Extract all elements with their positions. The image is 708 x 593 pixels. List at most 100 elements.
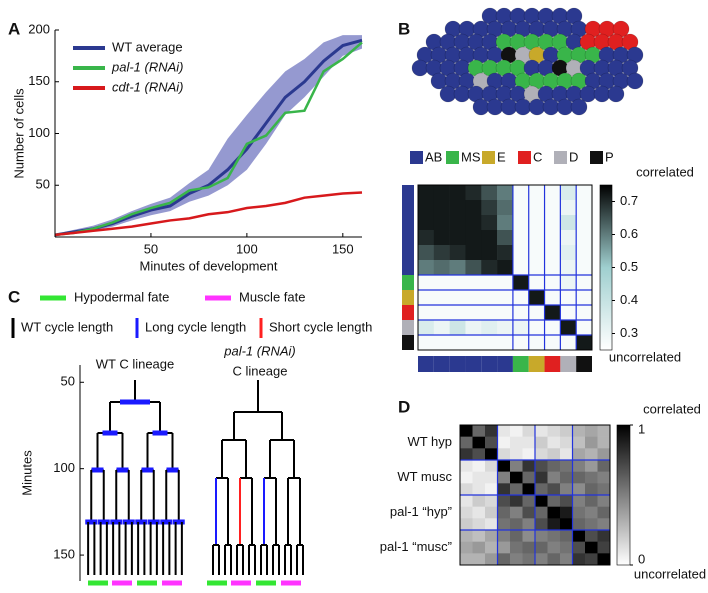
heat-cell: [481, 215, 498, 231]
heat-cell: [560, 215, 577, 231]
group-bar: [402, 335, 414, 350]
heat-cell: [485, 471, 498, 484]
heat-cell: [560, 335, 577, 351]
heat-cell: [497, 553, 511, 566]
heat-cell: [576, 260, 593, 276]
heat-cell: [497, 530, 511, 542]
x-tick-label: 50: [144, 241, 158, 256]
row-label: pal-1 “hyp”: [390, 504, 452, 519]
heat-cell: [481, 230, 498, 246]
heat-cell: [449, 245, 466, 261]
cell-sphere: [542, 98, 560, 116]
heat-cell: [460, 483, 473, 496]
series-line: [54, 191, 363, 237]
heat-cell: [560, 541, 573, 554]
cycle-marker: [172, 519, 185, 525]
heat-cell: [528, 305, 545, 321]
heat-cell: [572, 506, 586, 519]
cell-sphere: [528, 98, 546, 116]
heat-cell: [522, 518, 536, 531]
group-bar: [402, 260, 414, 275]
colorbar-high-label: correlated: [636, 164, 694, 179]
colorbar-tick-label: 0.6: [620, 226, 638, 241]
heat-cell: [472, 436, 486, 449]
heat-cell: [597, 495, 611, 507]
colorbar-tick-label: 0.4: [620, 292, 638, 307]
group-bar: [528, 356, 545, 372]
heat-cell: [560, 290, 577, 306]
heat-cell: [449, 275, 466, 291]
heat-cell: [472, 553, 486, 566]
heat-cell: [535, 506, 548, 519]
heat-cell: [528, 200, 545, 216]
heat-cell: [460, 506, 473, 519]
heat-cell: [597, 460, 611, 472]
heat-cell: [544, 215, 561, 231]
cycle-marker: [160, 519, 173, 525]
heat-cell: [560, 260, 577, 276]
heat-cell: [535, 530, 548, 542]
heat-cell: [597, 425, 611, 437]
cell-sphere: [453, 85, 471, 103]
heat-cell: [449, 230, 466, 246]
panel-label: C: [8, 287, 20, 306]
heat-cell: [585, 518, 598, 531]
heat-cell: [535, 448, 548, 461]
heat-cell: [528, 215, 545, 231]
cell-sphere: [500, 98, 518, 116]
heat-cell: [547, 518, 561, 531]
heat-cell: [597, 448, 611, 461]
heat-cell: [481, 200, 498, 216]
heat-cell: [497, 483, 511, 496]
heat-cell: [597, 553, 611, 566]
heat-cell: [528, 245, 545, 261]
heat-cell: [560, 483, 573, 496]
heat-cell: [572, 425, 586, 437]
colorbar-tick-label: 0.7: [620, 193, 638, 208]
heat-cell: [560, 448, 573, 461]
heat-cell: [418, 320, 435, 336]
heat-cell: [460, 436, 473, 449]
heat-cell: [585, 448, 598, 461]
heat-cell: [560, 436, 573, 449]
heat-cell: [481, 335, 498, 351]
heat-cell: [512, 305, 530, 321]
heat-cell: [560, 200, 577, 216]
heat-cell: [485, 448, 498, 461]
legend-label: Long cycle length: [145, 319, 246, 334]
heat-cell: [585, 506, 598, 519]
heat-cell: [497, 230, 514, 246]
heat-cell: [497, 290, 514, 306]
cell-sphere: [472, 98, 490, 116]
heat-cell: [547, 471, 561, 484]
heat-cell: [547, 448, 561, 461]
heat-cell: [512, 290, 530, 306]
legend-label: E: [497, 149, 506, 164]
heat-cell: [418, 245, 435, 261]
heat-cell: [472, 483, 486, 496]
heat-cell: [572, 553, 586, 566]
heat-cell: [560, 460, 573, 472]
heat-cell: [576, 200, 593, 216]
heat-cell: [460, 530, 473, 542]
legend-label: Hypodermal fate: [74, 289, 169, 304]
heat-cell: [522, 541, 536, 554]
heat-cell: [510, 448, 523, 461]
heat-cell: [497, 425, 511, 437]
heat-cell: [472, 530, 486, 542]
heat-cell: [418, 185, 435, 201]
heat-cell: [522, 483, 536, 496]
group-bar: [465, 356, 482, 372]
heat-border: [459, 424, 611, 566]
heat-cell: [528, 320, 545, 336]
heat-cell: [449, 305, 466, 321]
heat-cell: [576, 215, 593, 231]
legend-swatch: [554, 151, 567, 164]
heat-cell: [585, 483, 598, 496]
heat-cell: [472, 506, 486, 519]
heat-cell: [535, 425, 548, 437]
cycle-marker: [85, 519, 98, 525]
heat-cell: [535, 436, 548, 449]
heat-cell: [528, 275, 545, 291]
panel-label: D: [398, 397, 410, 416]
